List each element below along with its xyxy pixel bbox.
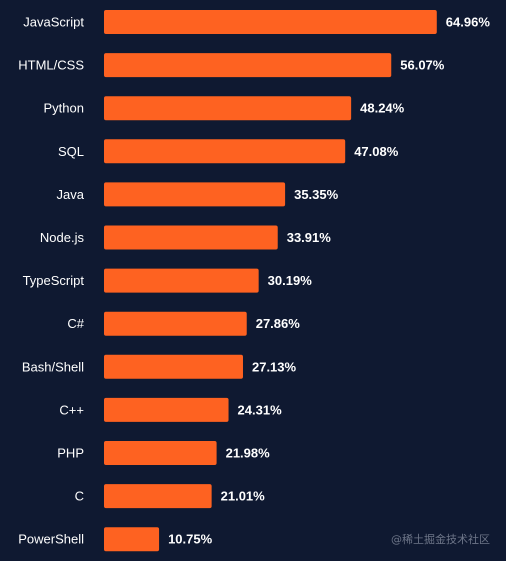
value-label: 21.01% <box>221 489 266 504</box>
value-label: 48.24% <box>360 101 405 116</box>
category-label: Bash/Shell <box>22 359 84 374</box>
bar <box>104 139 346 164</box>
category-label: TypeScript <box>23 273 85 288</box>
bar <box>104 10 437 34</box>
value-label: 64.96% <box>446 15 491 30</box>
bar <box>104 96 352 121</box>
category-label: C# <box>67 316 84 331</box>
bar <box>104 225 278 250</box>
value-label: 10.75% <box>168 532 213 547</box>
category-label: Java <box>57 187 85 202</box>
value-label: 33.91% <box>287 230 332 245</box>
bar <box>104 182 286 207</box>
value-label: 56.07% <box>400 58 445 73</box>
value-label: 47.08% <box>354 144 399 159</box>
value-label: 30.19% <box>268 273 313 288</box>
bar <box>104 527 160 552</box>
value-label: 35.35% <box>294 187 339 202</box>
category-label: HTML/CSS <box>18 58 84 73</box>
value-label: 24.31% <box>238 402 283 417</box>
bar <box>104 441 217 465</box>
bar <box>104 484 212 509</box>
bar <box>104 268 259 293</box>
watermark: @稀土掘金技术社区 <box>391 533 490 546</box>
value-label: 21.98% <box>226 446 271 461</box>
category-label: C <box>75 489 84 504</box>
category-label: PHP <box>57 446 84 461</box>
value-label: 27.13% <box>252 359 297 374</box>
bar <box>104 311 247 336</box>
bar <box>104 397 229 422</box>
bar <box>104 354 243 379</box>
category-label: Node.js <box>40 230 85 245</box>
category-label: C++ <box>59 402 84 417</box>
category-label: PowerShell <box>18 532 84 547</box>
category-label: SQL <box>58 144 84 159</box>
bar <box>104 53 392 78</box>
category-label: Python <box>44 101 84 116</box>
category-label: JavaScript <box>23 15 84 30</box>
value-label: 27.86% <box>256 316 301 331</box>
